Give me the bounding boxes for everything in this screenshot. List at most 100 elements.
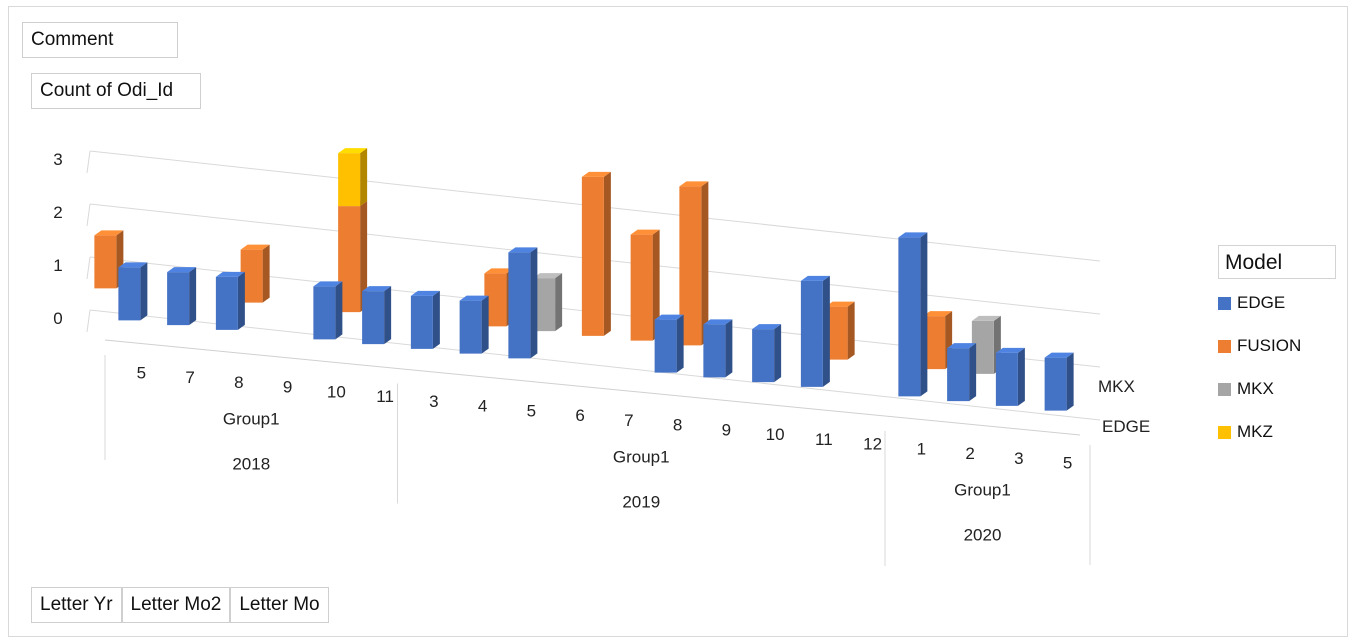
bar-front [167, 272, 190, 326]
bar-edge[interactable] [118, 262, 148, 321]
x-year-label: 2019 [622, 492, 660, 511]
x-tick-label: 5 [527, 401, 536, 420]
x-year-label: 2020 [964, 526, 1002, 545]
value-field-button[interactable]: Count of Odi_Id [31, 73, 201, 109]
x-tick-label: 8 [234, 373, 243, 392]
bar-front [630, 234, 653, 341]
x-group-label: Group1 [954, 481, 1011, 500]
y-tick-label: 2 [53, 203, 62, 222]
bar-edge[interactable] [898, 232, 928, 397]
x-year-label: 2018 [232, 454, 270, 473]
comment-field-button[interactable]: Comment [22, 22, 178, 58]
x-tick-label: 9 [283, 378, 292, 397]
legend-item-mkx[interactable]: MKX [1218, 379, 1274, 399]
bar-top [630, 229, 660, 235]
bar-edge[interactable] [703, 319, 733, 378]
axis-field-letter-yr-button[interactable]: Letter Yr [31, 587, 122, 623]
bar-top [654, 314, 684, 320]
y-axis-ticks: 0 1 2 3 [53, 150, 62, 328]
legend-item-edge[interactable]: EDGE [1218, 293, 1285, 313]
legend-item-mkz[interactable]: MKZ [1218, 422, 1273, 442]
bar-edge[interactable] [362, 286, 392, 345]
depth-axis-label: EDGE [1102, 417, 1150, 436]
bar-top [679, 181, 709, 187]
bar-side [822, 275, 830, 387]
gridline-side [86, 309, 91, 333]
bar-side [676, 314, 684, 373]
bar-front [533, 278, 556, 332]
bar-side [725, 319, 733, 378]
depth-axis-labels: MKX EDGE [1098, 377, 1150, 436]
axis-field-letter-mo2-button[interactable]: Letter Mo2 [121, 587, 231, 623]
bar-side [652, 229, 660, 341]
bar-front [338, 206, 361, 313]
x-tick-label: 9 [722, 420, 731, 439]
bar-edge[interactable] [313, 281, 343, 340]
chart-area [8, 6, 1348, 637]
bar-fusion[interactable] [240, 244, 270, 303]
bar-side [847, 301, 855, 360]
bar-top [167, 267, 197, 273]
bar-front [581, 176, 604, 336]
legend-title[interactable]: Model [1218, 245, 1336, 279]
bar-fusion[interactable] [825, 301, 855, 360]
bar-fusion[interactable] [923, 311, 953, 370]
bar-side [384, 286, 392, 345]
bar-side [530, 247, 538, 359]
bar-top [240, 244, 270, 250]
legend-item-fusion[interactable]: FUSION [1218, 336, 1301, 356]
bar-top [898, 232, 928, 238]
bar-edge[interactable] [947, 343, 977, 402]
bar-front [459, 300, 482, 354]
bar-side [237, 271, 245, 330]
bar-front [898, 237, 921, 397]
bar-side [1017, 347, 1025, 406]
bar-front [654, 319, 677, 373]
bar-edge[interactable] [215, 271, 245, 330]
bar-edge[interactable] [995, 347, 1025, 406]
bar-mkz[interactable] [338, 148, 368, 207]
bar-side [360, 148, 368, 207]
gridline-side [86, 203, 91, 227]
bar-side [335, 281, 343, 340]
bar-side [360, 201, 368, 313]
bar-side [140, 262, 148, 321]
bar-edge[interactable] [167, 267, 197, 326]
gridline-side [86, 256, 91, 280]
x-tick-label: 12 [863, 435, 882, 454]
bar-front [313, 286, 336, 340]
bar-front [94, 235, 117, 289]
bar-fusion[interactable] [581, 171, 611, 336]
bar-front [240, 249, 263, 303]
bar-top [338, 148, 368, 154]
bar-side [432, 290, 440, 349]
bar-top [825, 301, 855, 307]
gridline [89, 309, 1101, 421]
floor-edge [104, 339, 1081, 436]
bar-side [969, 343, 977, 402]
legend-swatch-mkx [1218, 382, 1231, 396]
legend-label: MKZ [1237, 422, 1273, 441]
bar-front [825, 306, 848, 360]
bar-edge[interactable] [654, 314, 684, 373]
bar-edge[interactable] [508, 247, 538, 359]
bar-top [362, 286, 392, 292]
bar-front [703, 324, 726, 378]
axis-field-letter-mo-button[interactable]: Letter Mo [230, 587, 329, 623]
bar-mkx[interactable] [533, 273, 563, 332]
bar-edge[interactable] [410, 290, 440, 349]
bar-edge[interactable] [752, 324, 782, 383]
bar-front [338, 153, 361, 207]
x-tick-label: 3 [1014, 449, 1023, 468]
x-tick-label: 3 [429, 392, 438, 411]
x-tick-label: 7 [185, 368, 194, 387]
bar-edge[interactable] [800, 275, 830, 387]
bar-side [555, 273, 563, 332]
bar-top [215, 271, 245, 277]
x-tick-label: 5 [1063, 454, 1072, 473]
bar-edge[interactable] [459, 295, 489, 354]
bar-fusion[interactable] [630, 229, 660, 341]
bar-edge[interactable] [1044, 352, 1074, 411]
bar-fusion[interactable] [679, 181, 709, 346]
